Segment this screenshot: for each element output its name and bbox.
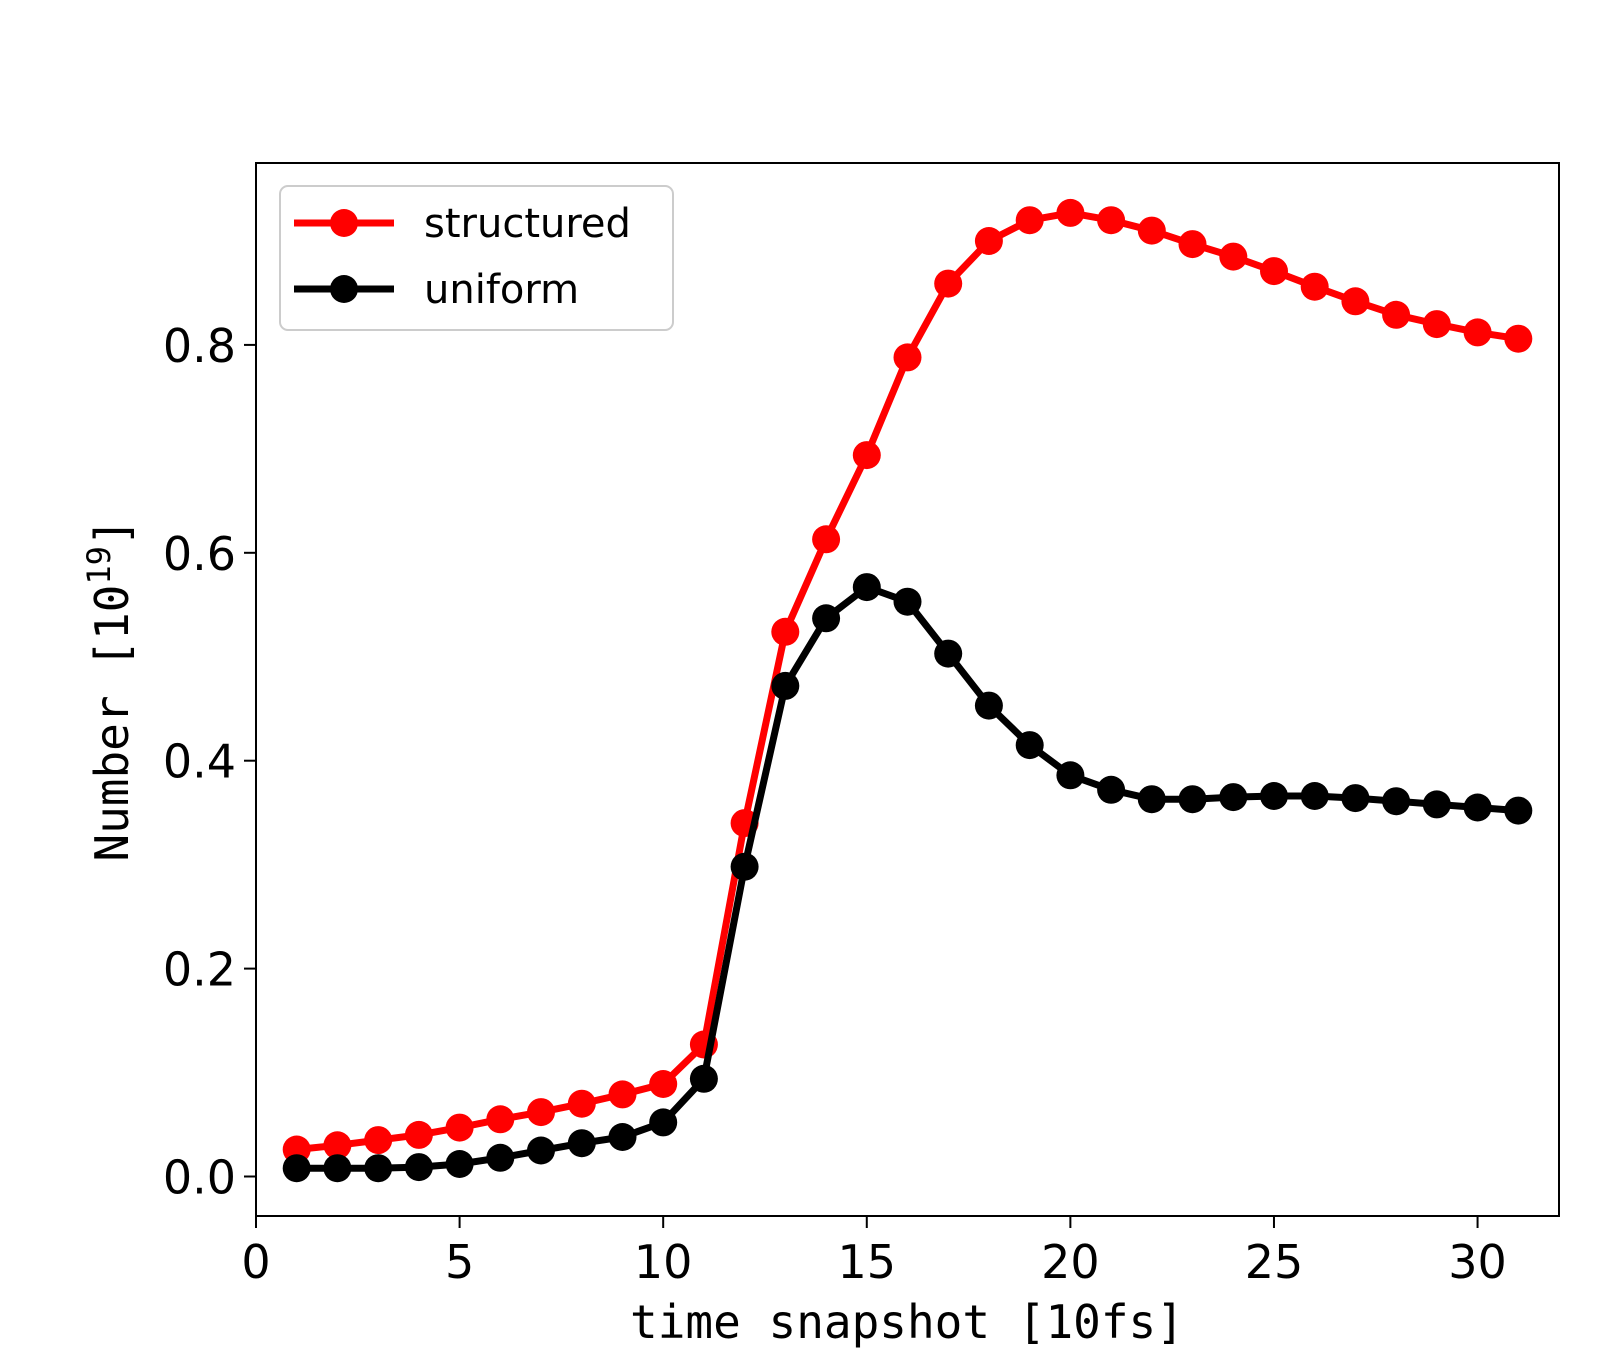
data-point-uniform [893,587,922,616]
legend-label-uniform: uniform [424,267,579,313]
x-tick-label: 5 [445,1235,474,1289]
data-point-uniform [445,1150,474,1178]
data-point-uniform [1178,785,1207,814]
y-tick-label: 0.2 [163,943,236,997]
data-point-structured [1178,230,1207,259]
data-point-structured [1300,272,1329,301]
data-point-uniform [649,1108,678,1137]
data-point-uniform [689,1064,718,1093]
x-tick-label: 15 [838,1235,897,1289]
plot-layer [282,198,1533,1183]
y-axis-title-exponent: 19 [80,546,118,585]
data-point-structured [404,1120,433,1149]
data-point-uniform [974,691,1003,720]
y-axis-title-base: Number [10 [85,585,139,862]
data-point-structured [1056,198,1085,227]
x-tick-label: 0 [241,1235,270,1289]
data-point-structured [364,1126,393,1155]
data-point-uniform [404,1153,433,1182]
data-point-structured [974,227,1003,255]
data-point-structured [1097,206,1126,235]
data-point-structured [1137,216,1166,245]
data-point-uniform [364,1154,393,1183]
data-point-structured [812,525,841,554]
x-tick-label: 25 [1245,1235,1304,1289]
legend: structured uniform [279,185,674,331]
y-tick-label: 0.0 [163,1150,236,1204]
legend-marker-uniform [330,275,358,303]
data-point-uniform [771,671,800,700]
data-point-uniform [1219,783,1248,812]
data-point-structured [1382,300,1411,329]
data-point-uniform [1137,785,1166,814]
data-point-structured [1341,287,1370,316]
data-point-uniform [934,639,963,668]
y-tick-label: 0.6 [163,527,236,581]
series-uniform [282,573,1533,1183]
data-point-uniform [486,1143,515,1172]
x-axis-title: time snapshot [10fs] [630,1295,1184,1349]
data-point-structured [1422,310,1451,339]
x-tick-label: 30 [1448,1235,1507,1289]
y-tick-label: 0.4 [163,735,236,789]
data-point-uniform [1300,782,1329,810]
data-point-uniform [323,1154,352,1183]
data-point-uniform [608,1123,637,1151]
legend-label-structured: structured [424,201,631,247]
y-axis-title-close: ] [85,518,139,546]
data-point-structured [608,1080,637,1109]
series-line-uniform [296,583,1519,1172]
data-point-uniform [1382,787,1411,816]
data-point-uniform [1341,784,1370,813]
y-axis-title: Number [1019] [80,518,139,861]
data-point-structured [1463,318,1492,347]
data-point-structured [1219,242,1248,271]
data-point-structured [934,269,963,298]
data-point-uniform [1260,782,1288,810]
data-point-structured [1015,206,1044,235]
data-point-structured [771,617,800,646]
x-axis-ticks: 0 5 10 15 20 25 30 [241,1216,1507,1289]
y-axis-ticks: 0.0 0.2 0.4 0.6 0.8 [163,319,256,1204]
data-point-uniform [812,604,841,633]
series-structured [282,198,1533,1164]
data-point-structured [852,441,881,470]
x-tick-label: 20 [1041,1235,1100,1289]
data-point-uniform [730,852,759,881]
x-tick-label: 10 [634,1235,693,1289]
data-point-structured [567,1089,596,1118]
data-point-structured [649,1070,678,1098]
data-point-uniform [1422,790,1451,819]
plot-frame [255,162,1560,1217]
data-point-structured [527,1098,555,1127]
data-point-structured [486,1105,515,1134]
data-point-structured [445,1113,474,1142]
data-point-uniform [527,1136,555,1165]
data-point-uniform [282,1154,311,1183]
data-point-uniform [567,1129,596,1158]
data-point-structured [1504,324,1533,353]
data-point-uniform [852,573,881,602]
data-point-uniform [1463,793,1492,822]
y-tick-label: 0.8 [163,319,236,373]
data-point-uniform [1015,731,1044,760]
data-point-structured [1260,257,1288,286]
legend-marker-structured [330,209,358,237]
data-point-structured [893,343,922,372]
data-point-uniform [1056,761,1085,790]
data-point-uniform [1097,775,1126,804]
data-point-uniform [1504,796,1533,825]
data-point-structured [323,1131,352,1160]
